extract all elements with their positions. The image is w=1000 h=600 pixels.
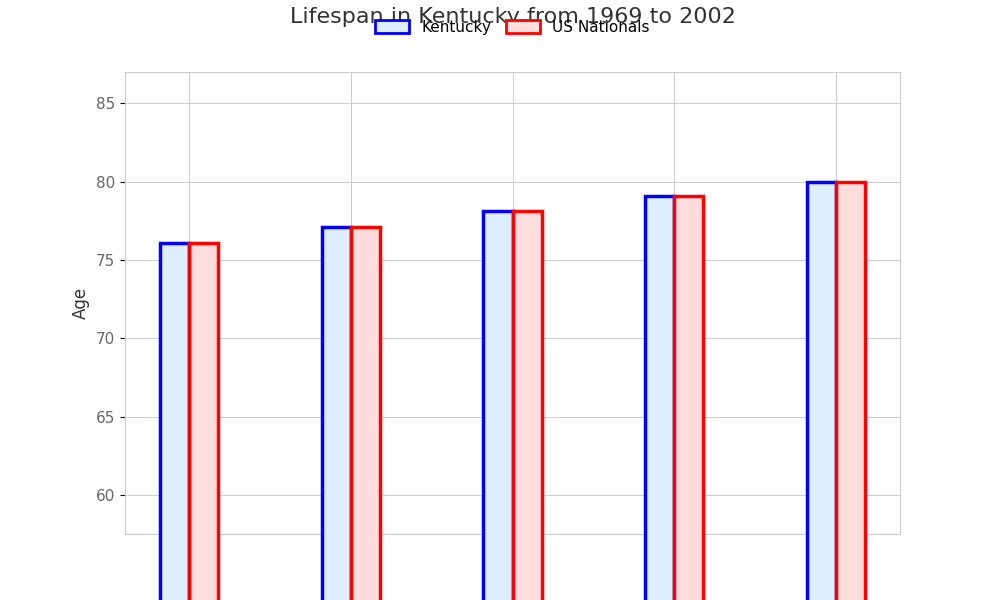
Bar [836,182,865,600]
X-axis label: Year: Year [495,564,530,582]
Bar [322,227,351,600]
Bar [512,211,542,600]
Bar [645,196,674,600]
Bar [160,243,189,600]
Bar [674,196,703,600]
Bar [483,211,512,600]
Y-axis label: Age: Age [72,287,90,319]
Title: Lifespan in Kentucky from 1969 to 2002: Lifespan in Kentucky from 1969 to 2002 [290,7,735,28]
Bar [351,227,380,600]
Bar [807,182,836,600]
Bar [189,243,218,600]
Legend: Kentucky, US Nationals: Kentucky, US Nationals [375,20,650,35]
